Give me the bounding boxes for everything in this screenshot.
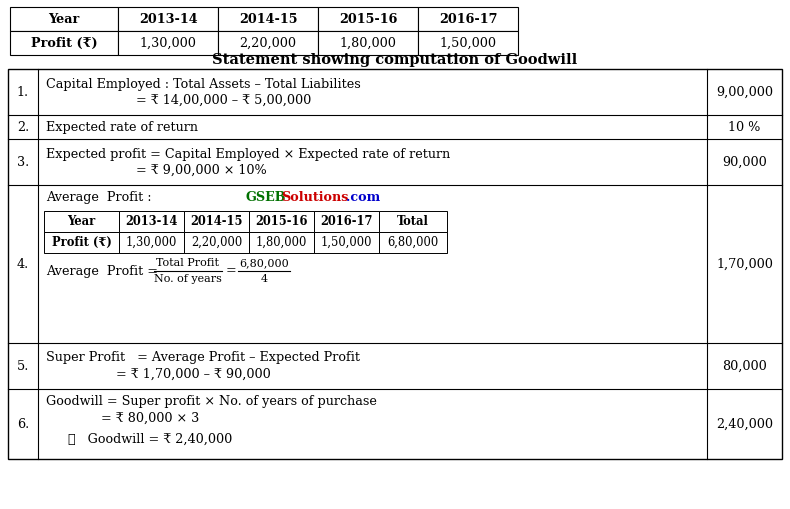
Text: 9,00,000: 9,00,000: [716, 86, 773, 99]
Bar: [119, 211, 184, 232]
Text: 5.: 5.: [17, 359, 29, 373]
Bar: [318, 31, 418, 55]
Bar: [44, 232, 119, 253]
Text: = ₹ 80,000 × 3: = ₹ 80,000 × 3: [101, 411, 199, 425]
Text: 2,20,000: 2,20,000: [191, 236, 242, 249]
Bar: [314, 232, 379, 253]
Text: 2,40,000: 2,40,000: [716, 417, 773, 431]
Text: 1,30,000: 1,30,000: [140, 37, 197, 49]
Text: Statement showing computation of Goodwill: Statement showing computation of Goodwil…: [213, 53, 577, 67]
Text: =: =: [226, 265, 237, 277]
Bar: [418, 7, 518, 31]
Text: 1.: 1.: [17, 86, 29, 99]
Bar: [119, 232, 184, 253]
Text: 6,80,000: 6,80,000: [387, 236, 438, 249]
Text: No. of years: No. of years: [154, 274, 222, 284]
Text: Super Profit   = Average Profit – Expected Profit: Super Profit = Average Profit – Expected…: [46, 352, 360, 364]
Bar: [379, 211, 447, 232]
Bar: [184, 211, 249, 232]
Text: Year: Year: [67, 215, 96, 228]
Text: Solutions: Solutions: [281, 190, 348, 204]
Text: 2016-17: 2016-17: [438, 13, 497, 25]
Bar: [218, 7, 318, 31]
Text: 2015-16: 2015-16: [255, 215, 308, 228]
Text: Expected rate of return: Expected rate of return: [46, 121, 198, 133]
Text: = ₹ 14,00,000 – ₹ 5,00,000: = ₹ 14,00,000 – ₹ 5,00,000: [136, 94, 311, 106]
Text: Average  Profit :: Average Profit :: [46, 190, 152, 204]
Text: 1,80,000: 1,80,000: [340, 37, 397, 49]
Text: Expected profit = Capital Employed × Expected rate of return: Expected profit = Capital Employed × Exp…: [46, 148, 450, 160]
Text: Capital Employed : Total Assets – Total Liabilites: Capital Employed : Total Assets – Total …: [46, 77, 361, 91]
Text: 2,20,000: 2,20,000: [239, 37, 296, 49]
Text: 2014-15: 2014-15: [239, 13, 297, 25]
Bar: [118, 7, 218, 31]
Text: 6,80,000: 6,80,000: [239, 258, 289, 268]
Bar: [379, 232, 447, 253]
Bar: [118, 31, 218, 55]
Bar: [10, 31, 118, 55]
Text: Goodwill = Super profit × No. of years of purchase: Goodwill = Super profit × No. of years o…: [46, 395, 377, 409]
Bar: [249, 232, 314, 253]
Text: Total: Total: [397, 215, 429, 228]
Text: 1,30,000: 1,30,000: [126, 236, 177, 249]
Text: Average  Profit =: Average Profit =: [46, 265, 162, 277]
Text: 2016-17: 2016-17: [320, 215, 373, 228]
Bar: [314, 211, 379, 232]
Text: 80,000: 80,000: [722, 359, 767, 373]
Text: 1,70,000: 1,70,000: [716, 258, 773, 270]
Text: Profit (₹): Profit (₹): [51, 236, 111, 249]
Bar: [8, 69, 782, 459]
Text: 1,50,000: 1,50,000: [439, 37, 496, 49]
Bar: [418, 31, 518, 55]
Bar: [184, 232, 249, 253]
Text: Total Profit: Total Profit: [156, 258, 220, 268]
Bar: [44, 211, 119, 232]
Text: 4.: 4.: [17, 258, 29, 270]
Text: 2.: 2.: [17, 121, 29, 133]
Text: 2013-14: 2013-14: [139, 13, 198, 25]
Text: 90,000: 90,000: [722, 156, 767, 168]
Text: 10 %: 10 %: [728, 121, 761, 133]
Text: Year: Year: [48, 13, 80, 25]
Bar: [10, 7, 118, 31]
Text: = ₹ 1,70,000 – ₹ 90,000: = ₹ 1,70,000 – ₹ 90,000: [116, 367, 271, 381]
Bar: [218, 31, 318, 55]
Text: = ₹ 9,00,000 × 10%: = ₹ 9,00,000 × 10%: [136, 163, 267, 177]
Bar: [249, 211, 314, 232]
Text: Profit (₹): Profit (₹): [31, 37, 97, 49]
Text: 4: 4: [261, 274, 268, 284]
Text: 2013-14: 2013-14: [126, 215, 178, 228]
Text: 2014-15: 2014-15: [190, 215, 243, 228]
Bar: [318, 7, 418, 31]
Text: 3.: 3.: [17, 156, 29, 168]
Text: 2015-16: 2015-16: [339, 13, 397, 25]
Text: 1,50,000: 1,50,000: [321, 236, 372, 249]
Text: 1,80,000: 1,80,000: [256, 236, 307, 249]
Text: ∴   Goodwill = ₹ 2,40,000: ∴ Goodwill = ₹ 2,40,000: [68, 433, 232, 445]
Text: .com: .com: [346, 190, 380, 204]
Text: 6.: 6.: [17, 417, 29, 431]
Text: GSEB: GSEB: [246, 190, 287, 204]
